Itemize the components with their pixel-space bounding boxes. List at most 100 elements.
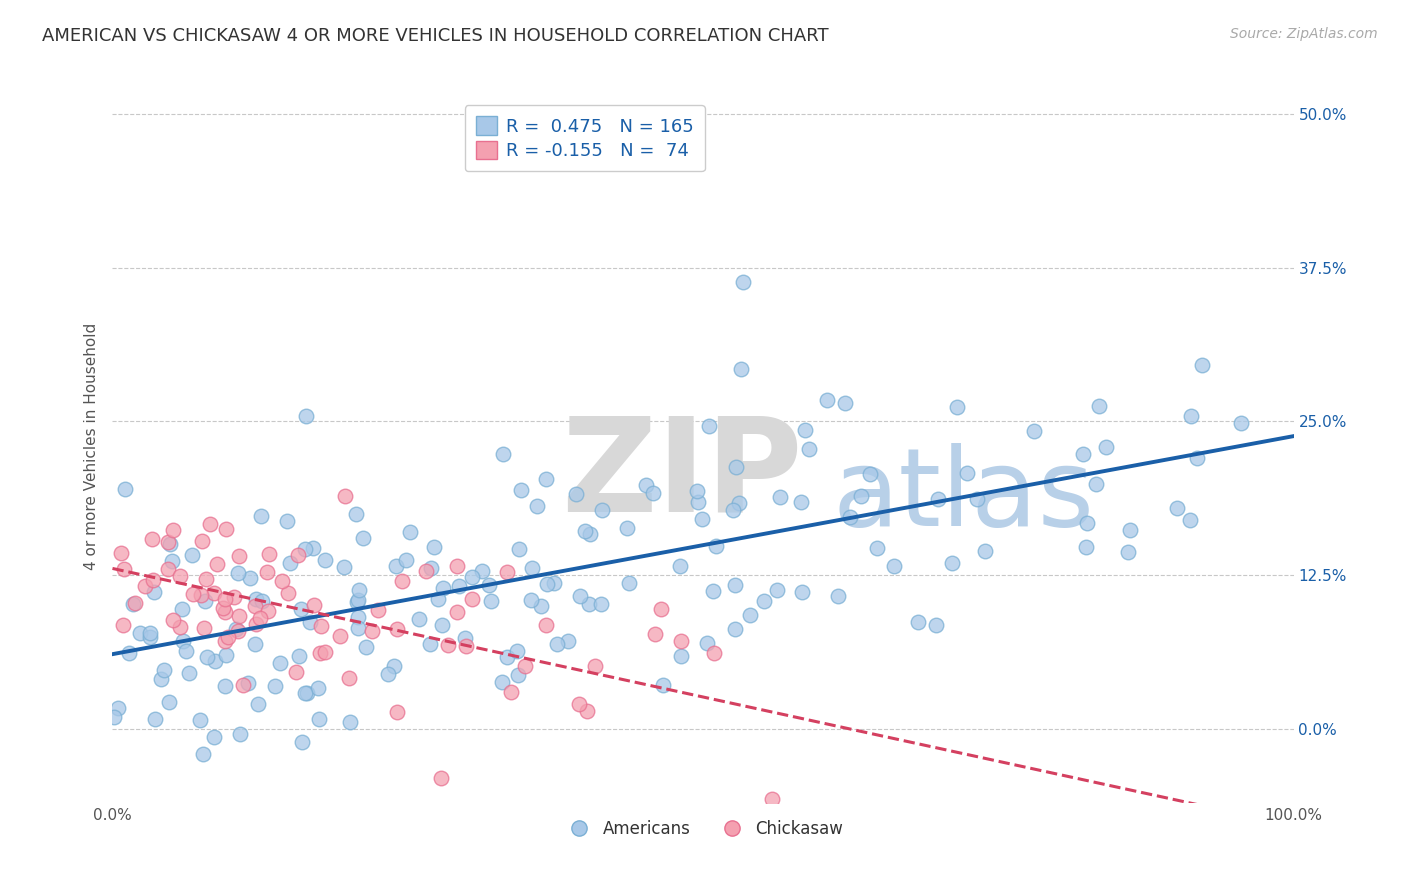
Point <box>1074 540 1097 554</box>
Point <box>228 549 250 564</box>
Point <box>578 526 600 541</box>
Point <box>591 503 613 517</box>
Point <box>245 599 267 614</box>
Point <box>447 579 470 593</box>
Point <box>232 678 254 692</box>
Point <box>731 275 754 289</box>
Point <box>789 494 811 508</box>
Point <box>703 646 725 660</box>
Text: AMERICAN VS CHICKASAW 4 OR MORE VEHICLES IN HOUSEHOLD CORRELATION CHART: AMERICAN VS CHICKASAW 4 OR MORE VEHICLES… <box>42 27 828 45</box>
Point <box>927 492 949 507</box>
Point <box>430 771 453 785</box>
Point <box>150 672 173 686</box>
Point <box>704 539 727 553</box>
Point <box>245 617 267 632</box>
Point <box>1180 409 1202 424</box>
Text: atlas: atlas <box>832 443 1095 549</box>
Point <box>329 629 352 643</box>
Point <box>177 665 200 680</box>
Point <box>214 633 236 648</box>
Point <box>387 705 409 719</box>
Point <box>506 668 529 682</box>
Point <box>360 624 382 638</box>
Point <box>651 678 673 692</box>
Point <box>239 571 262 585</box>
Point <box>347 582 370 597</box>
Y-axis label: 4 or more Vehicles in Household: 4 or more Vehicles in Household <box>83 322 98 570</box>
Point <box>669 559 692 574</box>
Point <box>793 423 815 437</box>
Point <box>461 591 484 606</box>
Point <box>391 574 413 588</box>
Point <box>408 612 430 626</box>
Point <box>245 592 267 607</box>
Point <box>246 698 269 712</box>
Point <box>669 649 692 664</box>
Point <box>354 640 377 655</box>
Point <box>827 589 849 603</box>
Point <box>107 700 129 714</box>
Point <box>160 554 183 568</box>
Point <box>143 712 166 726</box>
Legend: Americans, Chickasaw: Americans, Chickasaw <box>555 814 851 845</box>
Point <box>142 573 165 587</box>
Point <box>191 533 214 548</box>
Point <box>110 546 132 560</box>
Point <box>690 512 713 526</box>
Point <box>1087 399 1109 413</box>
Point <box>277 586 299 600</box>
Point <box>294 542 316 557</box>
Point <box>520 593 543 607</box>
Point <box>907 615 929 629</box>
Point <box>347 610 370 624</box>
Point <box>169 569 191 583</box>
Point <box>202 730 225 744</box>
Point <box>284 665 307 679</box>
Point <box>834 396 856 410</box>
Point <box>849 489 872 503</box>
Point <box>432 581 454 595</box>
Point <box>839 509 862 524</box>
Point <box>382 659 405 673</box>
Point <box>1166 500 1188 515</box>
Point <box>578 597 600 611</box>
Point <box>301 541 323 555</box>
Point <box>181 548 204 562</box>
Point <box>170 602 193 616</box>
Point <box>118 647 141 661</box>
Point <box>619 576 641 591</box>
Point <box>249 611 271 625</box>
Point <box>377 667 399 681</box>
Point <box>492 447 515 461</box>
Text: ZIP: ZIP <box>561 411 803 538</box>
Point <box>420 561 443 575</box>
Point <box>134 579 156 593</box>
Point <box>446 605 468 619</box>
Point <box>419 637 441 651</box>
Point <box>188 713 211 727</box>
Point <box>162 613 184 627</box>
Point <box>195 573 218 587</box>
Point <box>1185 450 1208 465</box>
Point <box>526 500 548 514</box>
Point <box>925 618 948 632</box>
Point <box>314 644 336 658</box>
Point <box>792 585 814 599</box>
Point <box>534 618 557 632</box>
Point <box>337 671 360 685</box>
Point <box>226 566 249 580</box>
Point <box>456 639 478 653</box>
Point <box>859 467 882 481</box>
Point <box>546 637 568 651</box>
Point <box>529 599 551 613</box>
Point <box>214 522 236 536</box>
Point <box>508 542 530 557</box>
Point <box>159 536 181 550</box>
Point <box>761 792 783 806</box>
Point <box>302 598 325 612</box>
Point <box>471 564 494 578</box>
Point <box>191 747 214 762</box>
Point <box>1094 440 1116 454</box>
Point <box>557 634 579 648</box>
Point <box>520 560 543 574</box>
